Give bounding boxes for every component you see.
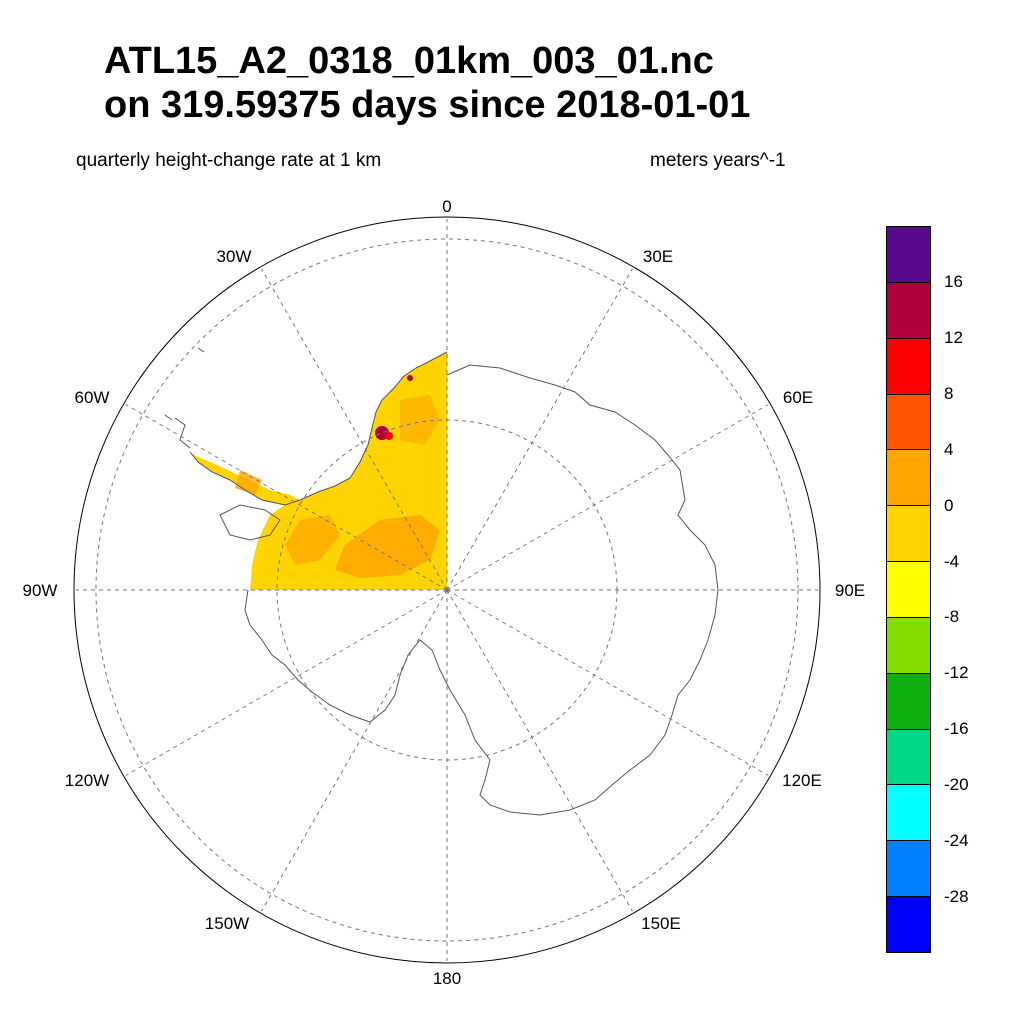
lon-label-0: 0 — [442, 197, 451, 216]
variable-description: quarterly height-change rate at 1 km — [76, 150, 382, 171]
lon-label-150e: 150E — [641, 914, 681, 933]
colorbar-swatch — [887, 562, 930, 618]
lon-label-120w: 120W — [65, 771, 109, 790]
lon-label-180: 180 — [433, 969, 461, 988]
map-title-line-2: on 319.59375 days since 2018-01-01 — [104, 84, 751, 126]
colorbar — [886, 226, 931, 953]
antarctica-coastline — [244, 351, 719, 816]
longitude-labels: 0 30E 60E 90E 120E 150E 180 150W 120W 90… — [23, 197, 866, 988]
graticule — [76, 219, 818, 961]
lon-label-60w: 60W — [75, 388, 110, 407]
colorbar-tick-label: -28 — [944, 887, 969, 907]
colorbar-swatch — [887, 506, 930, 563]
peninsula-coastline — [164, 347, 301, 506]
colorbar-tick-label: 12 — [944, 327, 963, 347]
lon-label-120e: 120E — [782, 771, 822, 790]
lon-label-30e: 30E — [643, 247, 673, 266]
colorbar-tick-label: -20 — [944, 775, 969, 795]
colorbar-tick-label: 8 — [944, 383, 954, 403]
colorbar-swatch — [887, 841, 930, 898]
colorbar-swatch — [887, 227, 930, 283]
lon-label-30w: 30W — [217, 247, 252, 266]
lon-label-90w: 90W — [23, 581, 58, 600]
colorbar-swatch — [887, 897, 930, 952]
colorbar-swatch — [887, 673, 930, 730]
colorbar-tick-label: -24 — [944, 831, 969, 851]
map-title-line-1: ATL15_A2_0318_01km_003_01.nc — [104, 40, 714, 82]
colorbar-swatch — [887, 394, 930, 451]
height-change-field — [190, 352, 447, 590]
colorbar-tick-label: -8 — [944, 607, 960, 627]
colorbar-tick-label: 16 — [944, 271, 963, 291]
colorbar-swatch — [887, 338, 930, 395]
lon-label-90e: 90E — [835, 581, 865, 600]
colorbar-swatch — [887, 282, 930, 339]
colorbar-tick-label: 4 — [944, 439, 954, 459]
lon-label-150w: 150W — [205, 914, 249, 933]
colorbar-tick-label: -16 — [944, 719, 969, 739]
colorbar-swatch — [887, 729, 930, 786]
colorbar-swatch — [887, 785, 930, 842]
colorbar-tick-label: 0 — [944, 495, 954, 515]
colorbar-swatch — [887, 450, 930, 507]
lon-label-60e: 60E — [783, 388, 813, 407]
map-boundary — [73, 216, 821, 964]
units-label: meters years^-1 — [650, 150, 786, 171]
colorbar-tick-label: -4 — [944, 551, 960, 571]
ice-shelf-outline — [219, 504, 281, 541]
colorbar-swatch — [887, 617, 930, 674]
colorbar-tick-label: -12 — [944, 663, 969, 683]
